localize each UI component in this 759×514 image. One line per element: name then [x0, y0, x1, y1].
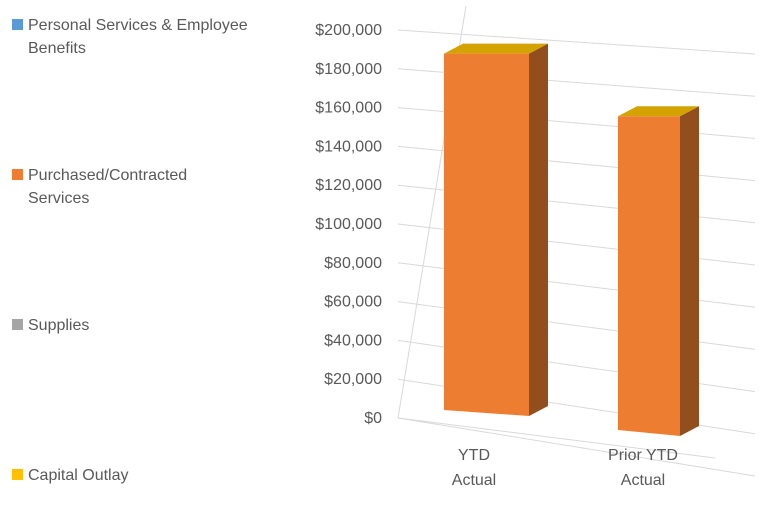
legend-swatch-personal-services [12, 19, 23, 30]
x-tick-label: Prior YTD [608, 447, 678, 464]
x-tick-label: YTD [458, 447, 490, 464]
y-tick-label: $80,000 [324, 255, 382, 272]
chart-legend: Personal Services & Employee Benefits Pu… [12, 0, 292, 514]
legend-swatch-supplies [12, 319, 23, 330]
legend-label-supplies: Supplies [28, 317, 90, 334]
y-tick-label: $200,000 [315, 22, 382, 39]
y-tick-label: $160,000 [315, 100, 382, 117]
bar [618, 116, 680, 436]
y-tick-label: $120,000 [315, 177, 382, 194]
y-tick-label: $20,000 [324, 371, 382, 388]
bar-top-face [444, 43, 548, 54]
y-tick-label: $140,000 [315, 138, 382, 155]
y-tick-label: $40,000 [324, 332, 382, 349]
x-tick-label: Actual [621, 472, 665, 489]
y-tick-label: $0 [364, 410, 382, 427]
bar-side-face [529, 43, 548, 416]
gridline [397, 29, 756, 55]
legend-swatch-capital-outlay [12, 469, 23, 480]
gridline [397, 417, 756, 477]
legend-label-capital-outlay: Capital Outlay [28, 467, 129, 484]
bar [444, 53, 529, 416]
x-tick-label: Actual [452, 472, 496, 489]
legend-label-purchased-services: Purchased/Contracted Services [28, 167, 188, 207]
bar-side-face [680, 106, 699, 436]
y-tick-label: $180,000 [315, 61, 382, 78]
bar-top-face [618, 106, 699, 117]
legend-item-capital-outlay: Capital Outlay [12, 464, 283, 487]
y-tick-label: $100,000 [315, 216, 382, 233]
legend-item-purchased-services: Purchased/Contracted Services [12, 164, 233, 210]
legend-item-supplies: Supplies [12, 314, 283, 337]
y-tick-label: $60,000 [324, 294, 382, 311]
floor-front-edge [397, 417, 716, 459]
legend-label-personal-services: Personal Services & Employee Benefits [28, 17, 248, 57]
legend-swatch-purchased-services [12, 169, 23, 180]
legend-item-personal-services: Personal Services & Employee Benefits [12, 14, 283, 60]
